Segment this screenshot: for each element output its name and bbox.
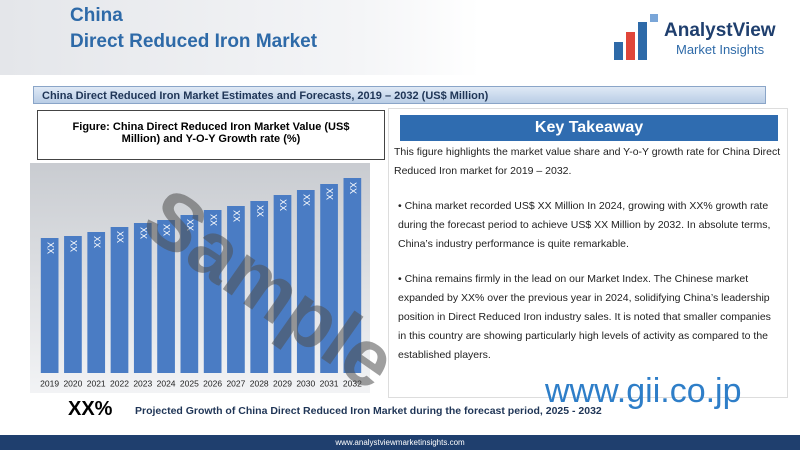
logo-name: AnalystView: [664, 20, 776, 41]
bar: [343, 178, 362, 373]
x-tick-label: 2024: [157, 378, 176, 388]
value-label: XX: [232, 210, 242, 222]
bar: [64, 236, 82, 373]
x-tick-label: 2029: [273, 378, 292, 388]
x-tick-label: 2028: [250, 378, 269, 388]
x-tick-label: 2021: [87, 378, 106, 388]
bullet-text: China market recorded US$ XX Million In …: [398, 200, 771, 250]
bar: [133, 223, 152, 373]
bar: [40, 238, 59, 373]
logo-icon: [614, 14, 658, 60]
x-tick-label: 2023: [133, 378, 152, 388]
x-tick-label: 2027: [226, 378, 245, 388]
bar: [250, 201, 269, 373]
x-tick-label: 2031: [320, 378, 339, 388]
takeaway-panel: [388, 108, 788, 398]
x-tick-label: 2022: [110, 378, 129, 388]
footer-text: Projected Growth of China Direct Reduced…: [135, 405, 602, 417]
x-tick-label: 2026: [203, 378, 222, 388]
x-tick-label: 2019: [40, 378, 59, 388]
x-tick-label: 2020: [63, 378, 82, 388]
gii-watermark: www.gii.co.jp: [545, 372, 742, 410]
bullet-text: China remains firmly in the lead on our …: [398, 273, 771, 361]
bar: [110, 227, 129, 373]
x-tick-label: 2032: [343, 378, 362, 388]
banner: China Direct Reduced Iron Market Estimat…: [33, 86, 766, 104]
bar: [227, 206, 245, 373]
value-label: XX: [69, 240, 79, 252]
value-label: XX: [92, 236, 102, 248]
takeaway-title: Key Takeaway: [400, 115, 778, 141]
title: Direct Reduced Iron Market: [70, 31, 318, 52]
value-label: XX: [185, 219, 195, 231]
value-label: XX: [278, 199, 288, 211]
footer-bar: www.analystviewmarketinsights.com: [0, 435, 800, 450]
bar: [296, 190, 315, 373]
figure-caption: Figure: China Direct Reduced Iron Market…: [37, 110, 385, 160]
value-label: XX: [115, 231, 125, 243]
takeaway-intro: This figure highlights the market value …: [394, 146, 781, 177]
value-label: XX: [138, 227, 148, 239]
value-label: XX: [162, 224, 172, 236]
bar: [157, 220, 175, 373]
bullet: • China market recorded US$ XX Million I…: [398, 200, 771, 250]
bar: [203, 210, 222, 373]
value-label: XX: [208, 214, 218, 226]
chart: XX 2019 XX 2020 XX 2021 XX 2022 XX 2023 XX 2024 XX 20…: [30, 163, 370, 393]
title: China: [70, 5, 123, 26]
value-label: XX: [348, 182, 358, 194]
bullet: • China remains firmly in the lead on ou…: [398, 273, 771, 361]
x-tick-label: 2030: [296, 378, 315, 388]
value-label: XX: [301, 194, 311, 206]
value-label: XX: [45, 242, 55, 254]
bar: [320, 184, 338, 373]
header: [0, 0, 800, 75]
bar: [87, 232, 106, 373]
value-label: XX: [255, 205, 265, 217]
bar: [273, 195, 292, 373]
x-tick-label: 2025: [180, 378, 199, 388]
bar: [180, 215, 199, 373]
value-label: XX: [325, 188, 335, 200]
logo-sub: Market Insights: [676, 42, 765, 57]
metric: XX%: [68, 398, 113, 420]
